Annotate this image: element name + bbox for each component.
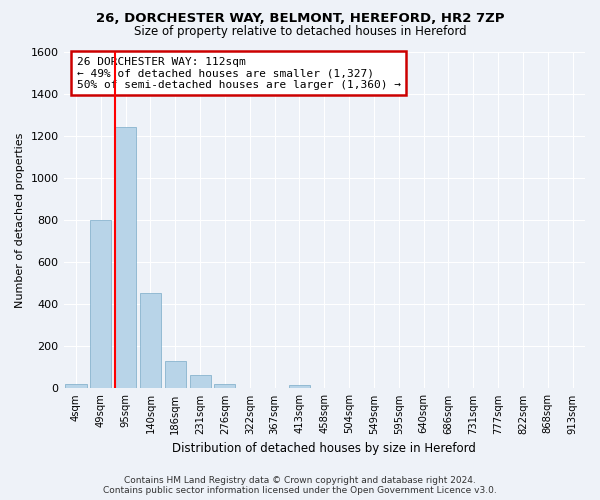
Text: Size of property relative to detached houses in Hereford: Size of property relative to detached ho… <box>134 25 466 38</box>
Text: 26, DORCHESTER WAY, BELMONT, HEREFORD, HR2 7ZP: 26, DORCHESTER WAY, BELMONT, HEREFORD, H… <box>96 12 504 26</box>
Bar <box>140 292 161 388</box>
Bar <box>289 384 310 388</box>
Text: 26 DORCHESTER WAY: 112sqm
← 49% of detached houses are smaller (1,327)
50% of se: 26 DORCHESTER WAY: 112sqm ← 49% of detac… <box>77 56 401 90</box>
Bar <box>115 128 136 388</box>
Bar <box>190 374 211 388</box>
Y-axis label: Number of detached properties: Number of detached properties <box>15 132 25 308</box>
Bar <box>90 220 112 388</box>
Bar <box>214 384 235 388</box>
X-axis label: Distribution of detached houses by size in Hereford: Distribution of detached houses by size … <box>172 442 476 455</box>
Text: Contains HM Land Registry data © Crown copyright and database right 2024.
Contai: Contains HM Land Registry data © Crown c… <box>103 476 497 495</box>
Bar <box>65 384 86 388</box>
Bar <box>165 361 186 388</box>
